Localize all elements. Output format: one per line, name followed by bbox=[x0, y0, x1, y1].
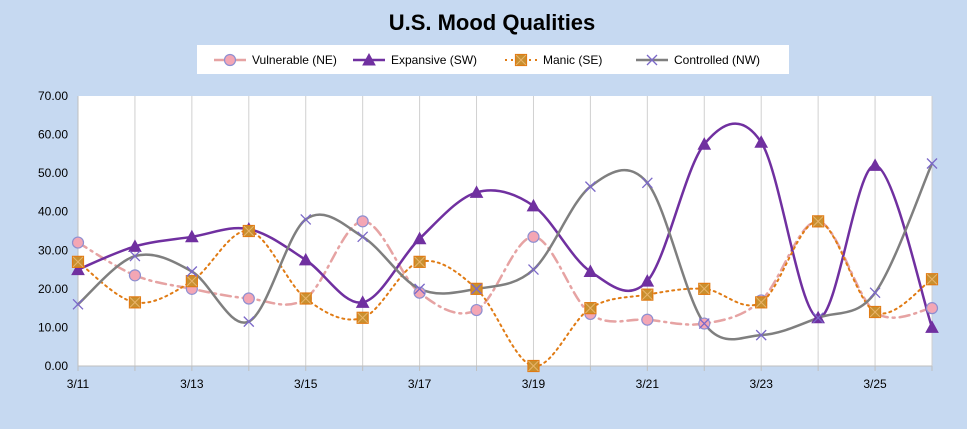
legend-label-manic-se: Manic (SE) bbox=[543, 53, 602, 67]
marker-manic-se bbox=[641, 288, 654, 301]
marker-expansive-sw bbox=[185, 229, 199, 243]
marker-expansive-sw bbox=[355, 295, 370, 308]
marker-controlled-nw bbox=[528, 264, 539, 276]
x-tick-label: 3/11 bbox=[67, 377, 90, 391]
marker-controlled-nw bbox=[414, 283, 426, 295]
marker-manic-se bbox=[242, 224, 255, 238]
marker-vulnerable-ne bbox=[242, 292, 255, 305]
marker-manic-se bbox=[71, 255, 85, 268]
marker-controlled-nw bbox=[812, 312, 824, 324]
marker-controlled-nw bbox=[641, 177, 653, 189]
marker-vulnerable-ne bbox=[128, 269, 142, 282]
marker-expansive-sw bbox=[754, 135, 769, 148]
marker-manic-se bbox=[812, 215, 825, 228]
marker-manic-se bbox=[755, 296, 768, 309]
marker-manic-se bbox=[584, 302, 597, 315]
legend-marker-expansive-sw bbox=[362, 52, 376, 66]
x-axis-tick-labels: 3/11 3/13 3/15 3/17 3/19 3/21 3/23 3/25 bbox=[67, 377, 887, 391]
marker-controlled-nw bbox=[471, 283, 482, 295]
marker-vulnerable-ne bbox=[71, 236, 85, 249]
legend-marker-manic-se bbox=[514, 53, 528, 67]
marker-vulnerable-ne bbox=[470, 303, 483, 317]
x-tick-label: 3/21 bbox=[636, 377, 660, 391]
y-tick-label: 50.00 bbox=[38, 166, 68, 180]
y-tick-label: 60.00 bbox=[38, 128, 68, 142]
marker-manic-se bbox=[925, 273, 939, 286]
marker-expansive-sw bbox=[640, 274, 655, 287]
marker-expansive-sw bbox=[71, 262, 85, 276]
series-line-controlled-nw bbox=[76, 162, 934, 341]
marker-controlled-nw bbox=[72, 298, 84, 310]
marker-vulnerable-ne bbox=[413, 286, 426, 299]
marker-manic-se bbox=[356, 311, 369, 324]
marker-manic-se bbox=[299, 292, 312, 305]
legend-label-expansive-sw: Expansive (SW) bbox=[391, 53, 477, 67]
marker-controlled-nw bbox=[186, 266, 198, 277]
marker-controlled-nw bbox=[357, 231, 369, 243]
x-tick-label: 3/17 bbox=[408, 377, 432, 391]
marker-controlled-nw bbox=[129, 250, 141, 262]
x-tick-label: 3/13 bbox=[180, 377, 204, 391]
marker-vulnerable-ne bbox=[641, 313, 654, 326]
marker-manic-se bbox=[698, 282, 711, 295]
legend-box bbox=[197, 45, 789, 74]
marker-controlled-nw bbox=[869, 287, 881, 299]
axes bbox=[77, 96, 933, 371]
series-line-manic-se bbox=[77, 220, 933, 368]
x-tick-label: 3/19 bbox=[522, 377, 546, 391]
y-tick-label: 10.00 bbox=[38, 320, 68, 334]
marker-vulnerable-ne bbox=[356, 215, 369, 228]
chart-legend: Vulnerable (NE) Expansive (SW) Manic (SE) C… bbox=[197, 45, 789, 74]
marker-controlled-nw bbox=[584, 181, 596, 193]
legend-marker-controlled-nw bbox=[646, 54, 658, 66]
marker-controlled-nw bbox=[755, 329, 767, 341]
marker-expansive-sw bbox=[469, 185, 484, 198]
marker-controlled-nw bbox=[243, 316, 255, 328]
y-tick-label: 30.00 bbox=[38, 243, 68, 257]
marker-manic-se bbox=[527, 359, 540, 373]
y-axis-tick-labels: 0.00 10.00 20.00 30.00 40.00 50.00 60.00 70.00 bbox=[38, 89, 68, 373]
chart-title: U.S. Mood Qualities bbox=[389, 10, 596, 35]
marker-controlled-nw bbox=[300, 213, 312, 225]
series-markers bbox=[71, 135, 939, 373]
x-tick-label: 3/15 bbox=[294, 377, 318, 391]
marker-controlled-nw bbox=[926, 158, 938, 169]
marker-manic-se bbox=[128, 296, 142, 309]
marker-expansive-sw bbox=[412, 231, 427, 245]
legend-marker-vulnerable-ne bbox=[223, 53, 237, 67]
marker-vulnerable-ne bbox=[527, 230, 540, 243]
y-tick-label: 20.00 bbox=[38, 282, 68, 296]
marker-expansive-sw bbox=[697, 137, 712, 150]
marker-vulnerable-ne bbox=[925, 302, 939, 315]
legend-label-controlled-nw: Controlled (NW) bbox=[674, 53, 760, 67]
marker-controlled-nw bbox=[698, 318, 710, 330]
y-tick-label: 0.00 bbox=[45, 359, 69, 373]
marker-expansive-sw bbox=[298, 252, 313, 266]
marker-expansive-sw bbox=[128, 239, 142, 252]
y-tick-label: 40.00 bbox=[38, 205, 68, 219]
x-tick-label: 3/23 bbox=[750, 377, 774, 391]
x-tick-label: 3/25 bbox=[863, 377, 887, 391]
marker-expansive-sw bbox=[868, 158, 882, 171]
marker-expansive-sw bbox=[526, 198, 541, 212]
marker-manic-se bbox=[413, 255, 426, 268]
y-tick-label: 70.00 bbox=[38, 89, 68, 103]
marker-expansive-sw bbox=[583, 264, 598, 277]
legend-label-vulnerable-ne: Vulnerable (NE) bbox=[252, 53, 337, 67]
marker-manic-se bbox=[185, 275, 198, 288]
marker-expansive-sw bbox=[925, 320, 939, 333]
marker-manic-se bbox=[868, 305, 882, 319]
